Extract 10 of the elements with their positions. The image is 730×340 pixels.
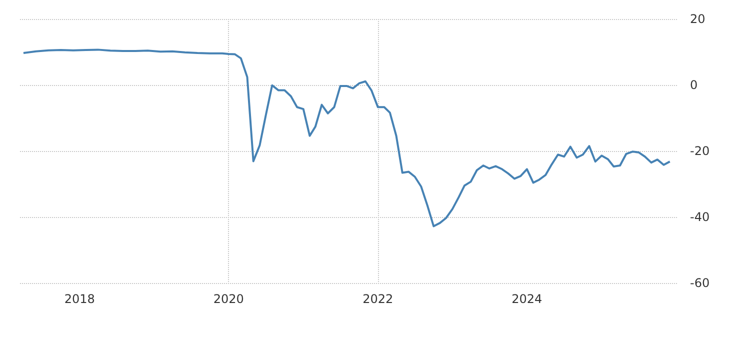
line-series [22, 48, 671, 228]
y-tick-label: -60 [690, 276, 710, 290]
x-tick-label: 2018 [64, 292, 95, 306]
y-tick-label: -40 [690, 210, 710, 224]
y-tick-label: -20 [690, 144, 710, 158]
y-tick-label: 0 [690, 78, 698, 92]
y-tick-label: 20 [690, 12, 706, 26]
x-tick-label: 2022 [362, 292, 394, 306]
x-tick-label: 2024 [512, 292, 542, 306]
x-tick-label: 2020 [213, 292, 244, 306]
